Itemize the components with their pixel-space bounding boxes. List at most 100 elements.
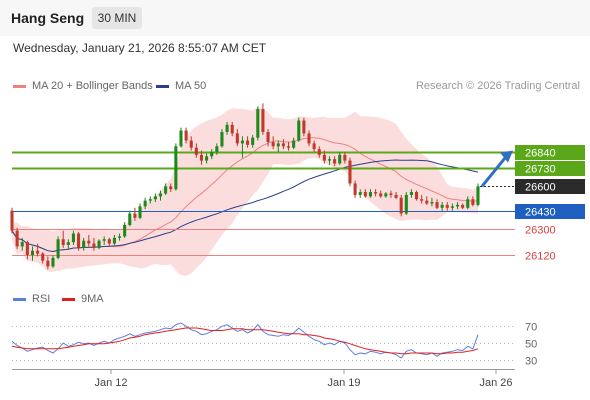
candle-body	[286, 146, 291, 148]
candle-body	[174, 146, 178, 190]
candle-body	[445, 204, 449, 208]
candle-body	[36, 250, 40, 254]
level-tag-26840	[515, 145, 585, 160]
candle-body	[143, 200, 147, 207]
candle-body	[164, 186, 168, 194]
forecast-arrow-shaft	[480, 154, 509, 188]
candle-body	[435, 202, 439, 208]
candle-body	[302, 120, 306, 134]
candle-body	[92, 243, 96, 248]
legend-rsi-label: RSI	[32, 293, 51, 305]
candle-body	[210, 152, 214, 157]
chart-header: Hang Seng 30 MIN	[0, 0, 590, 36]
level-label-26300: 26300	[525, 225, 556, 237]
interval-button[interactable]: 30 MIN	[92, 7, 142, 29]
candle-body	[66, 242, 70, 245]
x-tick-label: Jan 19	[327, 377, 360, 389]
candle-body	[184, 130, 188, 141]
legend-ma20-label: MA 20 + Bollinger Bands	[32, 80, 153, 92]
candle-body	[123, 224, 127, 237]
candle-body	[199, 154, 204, 161]
candle-body	[215, 146, 219, 152]
candle-body	[256, 109, 260, 138]
candle-body	[476, 186, 480, 205]
candle-body	[102, 239, 106, 241]
candle-body	[327, 159, 332, 161]
level-label-26120: 26120	[525, 251, 556, 263]
candle-body	[41, 253, 45, 261]
legend-rsi: RSI	[13, 293, 50, 305]
candle-body	[169, 186, 173, 190]
candle-body	[466, 199, 470, 208]
rsi-ma-line	[11, 327, 479, 355]
rsi-tick-50: 50	[525, 339, 537, 351]
candle-body	[97, 240, 101, 248]
candle-body	[384, 193, 388, 197]
candle-body	[317, 149, 321, 155]
candle-body	[133, 213, 137, 218]
candle-body	[343, 154, 347, 161]
candle-body	[266, 131, 270, 142]
rsi-ma-swatch	[62, 297, 75, 301]
candle-body	[420, 199, 424, 201]
candle-body	[230, 124, 234, 134]
ma50-swatch	[156, 84, 169, 88]
candle-body	[25, 242, 29, 255]
candle-body	[51, 257, 55, 267]
candle-body	[15, 230, 19, 247]
candle-body	[46, 260, 50, 267]
candle-body	[138, 206, 142, 218]
candle-body	[220, 131, 224, 147]
level-label-26730: 26730	[525, 164, 556, 176]
candle-body	[112, 237, 116, 244]
candle-body	[450, 206, 454, 208]
candle-body	[440, 204, 444, 208]
rsi-tick-70: 70	[525, 322, 537, 334]
candle-body	[363, 192, 367, 197]
candle-body	[20, 242, 24, 247]
candle-body	[394, 194, 398, 198]
ma50-line	[11, 159, 479, 253]
candle-body	[194, 147, 198, 155]
candle-body	[240, 140, 244, 144]
instrument-title: Hang Seng	[11, 10, 85, 26]
candle-body	[338, 154, 342, 164]
level-label-26430: 26430	[525, 207, 556, 219]
candle-body	[251, 137, 255, 145]
candle-body	[292, 140, 296, 148]
candle-body	[276, 143, 280, 147]
legend-rsi-ma: 9MA	[62, 293, 104, 305]
candle-body	[148, 199, 152, 201]
candle-body	[225, 124, 229, 132]
candle-body	[246, 140, 250, 145]
candle-body	[430, 202, 434, 204]
candle-body	[189, 140, 193, 148]
candle-body	[379, 193, 383, 197]
candle-body	[82, 240, 86, 248]
level-tag-26730	[515, 161, 585, 176]
candle-body	[368, 192, 372, 197]
rsi-line	[11, 322, 479, 359]
legend-ma20: MA 20 + Bollinger Bands	[13, 80, 153, 92]
candle-body	[107, 239, 111, 244]
candle-body	[205, 156, 209, 161]
candle-body	[30, 250, 35, 255]
candle-body	[415, 192, 419, 200]
candle-body	[399, 197, 403, 214]
legend-ma50-label: MA 50	[175, 80, 207, 92]
candle-body	[404, 194, 408, 214]
candle-body	[455, 204, 460, 207]
bollinger-band-area	[12, 107, 478, 276]
candle-body	[353, 183, 357, 195]
x-tick-label: Jan 26	[479, 377, 512, 389]
forecast-arrow-head	[500, 150, 513, 163]
candle-body	[10, 210, 14, 231]
candle-body	[333, 159, 337, 164]
candle-body	[322, 154, 326, 161]
x-tick-label: Jan 12	[94, 377, 127, 389]
rsi-swatch	[13, 297, 26, 301]
level-label-26600: 26600	[525, 182, 556, 194]
legend-ma50: MA 50	[156, 80, 206, 92]
candle-body	[425, 200, 429, 204]
